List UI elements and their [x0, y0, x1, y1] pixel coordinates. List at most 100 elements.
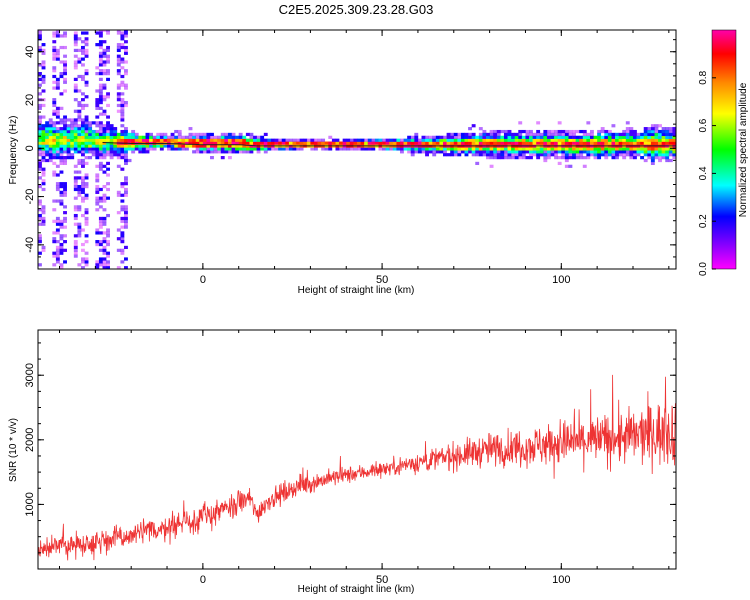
heatmap-cell: [102, 112, 107, 116]
heatmap-cell: [600, 127, 605, 131]
heatmap-cell: [95, 242, 100, 247]
heatmap-cell: [106, 147, 110, 151]
heatmap-cell: [141, 147, 146, 151]
heatmap-cell: [48, 129, 53, 134]
heatmap-cell: [439, 141, 444, 145]
snr-series-line: [38, 374, 676, 561]
heatmap-cell: [84, 95, 89, 99]
heatmap-cell: [120, 118, 125, 122]
heatmap-cell: [210, 135, 214, 139]
heatmap-cell: [59, 74, 64, 79]
heatmap-cell: [84, 222, 89, 226]
heatmap-cell: [561, 153, 566, 157]
heatmap-cell: [77, 158, 82, 163]
heatmap-cell: [518, 153, 523, 157]
heatmap-cell: [55, 144, 60, 148]
heatmap-cell: [661, 127, 666, 131]
heatmap-cell: [443, 147, 447, 151]
heatmap-cell: [163, 135, 168, 139]
heatmap-cell: [640, 150, 645, 154]
heatmap-cell: [98, 144, 103, 148]
heatmap-cell: [507, 138, 512, 142]
heatmap-cell: [102, 147, 107, 151]
heatmap-cell: [220, 147, 225, 151]
heatmap-cell: [532, 147, 537, 151]
heatmap-cell: [267, 141, 272, 145]
y-tick-label: 0: [24, 145, 36, 151]
heatmap-cell: [572, 135, 576, 139]
heatmap-cell: [95, 31, 100, 35]
heatmap-cell: [38, 161, 42, 166]
heatmap-cell: [568, 135, 573, 139]
heatmap-cell: [439, 138, 444, 142]
heatmap-cell: [84, 240, 89, 244]
heatmap-cell: [52, 121, 57, 125]
heatmap-cell: [202, 144, 207, 148]
heatmap-cell: [38, 213, 42, 218]
heatmap-cell: [106, 242, 110, 247]
heatmap-cell: [159, 135, 164, 139]
heatmap-cell: [63, 144, 67, 148]
heatmap-cell: [589, 138, 594, 142]
heatmap-cell: [91, 121, 96, 125]
heatmap-cell: [611, 153, 616, 157]
heatmap-cell: [77, 124, 82, 128]
heatmap-cell: [52, 219, 57, 223]
heatmap-cell: [52, 103, 57, 108]
heatmap-cell: [59, 245, 64, 250]
heatmap-cell: [124, 213, 128, 218]
heatmap-cell: [568, 150, 573, 154]
heatmap-cell: [98, 72, 103, 76]
heatmap-cell: [382, 141, 386, 145]
heatmap-cell: [73, 129, 78, 134]
heatmap-cell: [55, 254, 60, 258]
heatmap-cell: [503, 132, 508, 137]
heatmap-cell: [188, 138, 193, 142]
heatmap-cell: [124, 45, 128, 50]
heatmap-cell: [396, 138, 401, 142]
heatmap-cell: [38, 222, 42, 226]
heatmap-cell: [357, 147, 361, 151]
heatmap-cell: [124, 30, 128, 32]
heatmap-cell: [521, 156, 526, 160]
heatmap-cell: [561, 150, 566, 154]
heatmap-cell: [159, 147, 164, 151]
heatmap-cell: [654, 132, 659, 137]
heatmap-cell: [482, 135, 487, 139]
heatmap-cell: [227, 141, 232, 145]
heatmap-cell: [95, 124, 100, 128]
heatmap-cell: [417, 147, 422, 151]
heatmap-cell: [299, 141, 304, 145]
heatmap-cell: [98, 54, 103, 58]
heatmap-cell: [120, 129, 125, 134]
heatmap-cell: [41, 187, 46, 192]
heatmap-cell: [63, 225, 67, 229]
heatmap-cell: [131, 135, 136, 139]
heatmap-cell: [38, 115, 42, 119]
heatmap-cell: [48, 150, 53, 154]
heatmap-cell: [529, 129, 533, 134]
heatmap-cell: [511, 156, 515, 160]
heatmap-cell: [38, 263, 42, 267]
heatmap-cell: [38, 216, 42, 221]
heatmap-cell: [500, 129, 505, 134]
heatmap-cell: [73, 245, 78, 250]
heatmap-cell: [256, 135, 261, 139]
heatmap-cell: [557, 121, 562, 125]
heatmap-cell: [95, 153, 100, 157]
heatmap-cell: [643, 129, 648, 134]
heatmap-cell: [124, 100, 128, 105]
heatmap-cell: [77, 89, 82, 93]
heatmap-cell: [618, 153, 623, 157]
heatmap-cell: [403, 147, 408, 151]
heatmap-cell: [63, 124, 67, 128]
heatmap-cell: [192, 135, 196, 139]
heatmap-cell: [95, 231, 100, 235]
heatmap-cell: [339, 147, 343, 151]
heatmap-cell: [41, 156, 46, 160]
heatmap-cell: [163, 138, 168, 142]
heatmap-cell: [615, 138, 619, 142]
heatmap-cell: [453, 150, 458, 154]
heatmap-cell: [120, 92, 125, 96]
heatmap-cell: [81, 106, 85, 110]
